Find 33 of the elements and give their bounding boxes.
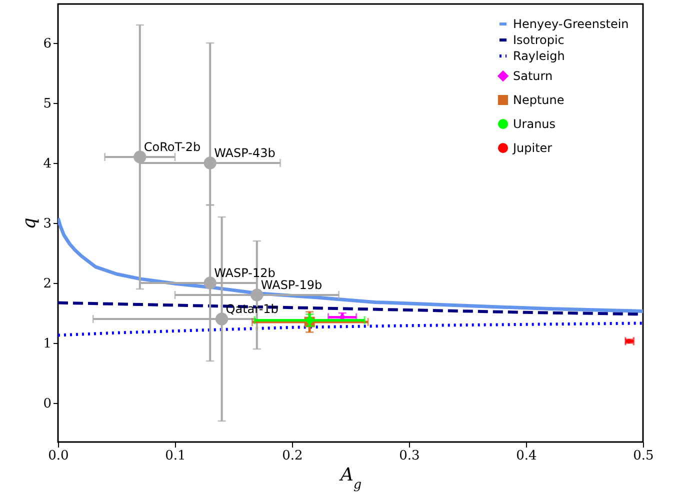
annotation: WASP-19b <box>260 278 322 292</box>
y-tick-label: 6 <box>43 36 52 52</box>
point <box>250 288 264 302</box>
x-tick-label: 0.3 <box>399 448 420 464</box>
y-tick-label: 3 <box>43 216 52 232</box>
y-tick-label: 0 <box>43 396 52 412</box>
line-series <box>58 322 643 337</box>
x-tick-label: 0.5 <box>633 448 654 464</box>
x-axis-title: A$_{g}$ <box>338 464 362 491</box>
point <box>134 150 146 164</box>
x-tick-label: 0.0 <box>48 448 69 464</box>
y-tick-label: 5 <box>43 96 52 112</box>
annotation: WASP-12b <box>214 266 276 280</box>
annotation: WASP-43b <box>214 146 276 160</box>
y-tick-label: 1 <box>43 336 52 352</box>
legend-label: Neptune <box>513 93 564 107</box>
legend-label: Isotropic <box>513 33 564 47</box>
annotation: CoRoT-2b <box>144 140 201 154</box>
x-tick-label: 0.4 <box>516 448 537 464</box>
y-axis-title: q <box>19 218 40 230</box>
point <box>204 156 216 170</box>
x-tick-label: 0.1 <box>165 448 186 464</box>
x-tick-label: 0.2 <box>282 448 303 464</box>
legend-label: Rayleigh <box>513 49 565 63</box>
point <box>204 276 216 290</box>
legend-label: Henyey-Greenstein <box>513 17 629 31</box>
y-tick-label: 2 <box>43 276 52 292</box>
point <box>215 312 228 326</box>
line-series <box>58 216 643 313</box>
legend-label: Jupiter <box>512 141 552 155</box>
legend-label: Saturn <box>513 69 553 83</box>
legend-label: Uranus <box>513 117 556 131</box>
y-tick-label: 4 <box>43 156 52 172</box>
